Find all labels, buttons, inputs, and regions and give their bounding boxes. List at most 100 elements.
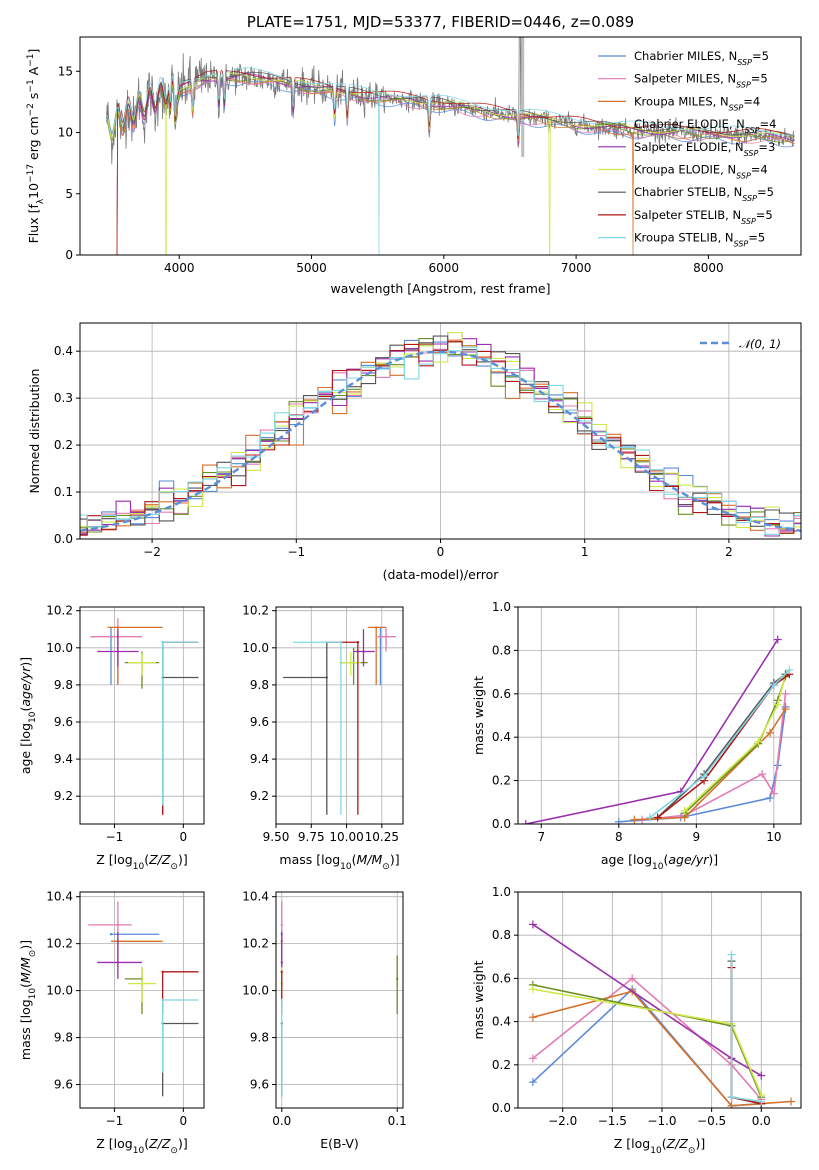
x-tick-label: −1.0	[647, 1114, 676, 1128]
y-tick-label: 10.2	[46, 937, 73, 951]
x-tick-label: 2	[725, 545, 733, 559]
spectrum-frame	[79, 36, 802, 256]
x-tick-label: 8000	[693, 261, 724, 275]
model-line-chabrier-miles	[106, 80, 795, 255]
weight-line-chabrier-miles	[618, 706, 787, 823]
mass_vs_z-plot-area	[88, 901, 199, 1097]
y-tick-label: 9.4	[250, 752, 269, 766]
age_vs_z-x-label: Z [log10(Z/Z⊙)]	[96, 852, 187, 872]
spectrum-x-label: wavelength [Angstrom, rest frame]	[330, 281, 550, 296]
mass-vs-ebv-x-label: E(B-V)	[320, 1136, 359, 1151]
data-point	[374, 626, 378, 629]
age_vs_mass-x-label: mass [log10(M/M⊙)]	[279, 852, 399, 872]
x-tick-label: 5000	[296, 261, 327, 275]
y-tick-label: 0.4	[492, 730, 511, 744]
data-point	[161, 998, 164, 1002]
y-tick-label: 0.6	[492, 687, 511, 701]
x-tick-label: 0	[180, 830, 188, 844]
residuals-axes: −2 −1 0 1 2 0.0 0.1 0.2 0.3 0.4	[54, 323, 801, 559]
spectrum-axes: 4000 5000 6000 7000 8000 0 5 10 15	[58, 64, 724, 275]
histogram-kroupa-elodie	[80, 332, 801, 530]
weight-line-kroupa-elodie	[684, 674, 787, 812]
legend-entry: Salpeter MILES, NSSP=5	[634, 72, 768, 90]
y-tick-label: 10.2	[46, 604, 73, 618]
y-tick-label: 0.0	[492, 817, 511, 831]
x-tick-label: −1.5	[598, 1114, 627, 1128]
x-tick-label: 1	[581, 545, 589, 559]
x-tick-label: 10.25	[365, 830, 399, 844]
y-tick-label: 0.2	[492, 774, 511, 788]
age_vs_mass-frame	[275, 606, 404, 825]
x-tick-label: 7	[537, 830, 545, 844]
weight-line-chabrier-elodie	[684, 676, 787, 814]
age_vs_mass-axes: 9.50 9.75 10.00 10.25 9.2 9.4 9.6 9.8 10.0 10.2	[242, 604, 403, 844]
residuals-legend: 𝒩(0, 1)	[700, 337, 781, 351]
y-tick-label: 9.6	[54, 715, 73, 729]
data-point	[384, 635, 388, 638]
age_vs_z-frame	[79, 606, 205, 825]
legend-entry: Chabrier STELIB, NSSP=5	[634, 185, 774, 203]
y-tick-label: 0.1	[54, 485, 73, 499]
data-point	[349, 661, 352, 664]
x-tick-label: 0.0	[752, 1114, 771, 1128]
x-tick-label: 10	[766, 830, 781, 844]
y-tick-label: 10.2	[242, 937, 269, 951]
data-point	[140, 661, 144, 664]
histogram-kroupa-stelib	[80, 346, 801, 535]
x-tick-label: −1	[106, 830, 124, 844]
weight_vs_age-x-label: age [log10(age/yr)]	[601, 852, 718, 872]
y-tick-label: 0.0	[54, 532, 73, 546]
y-tick-label: 0.0	[492, 1101, 511, 1115]
weight_vs_age-axes: 7 8 9 10 0.0 0.2 0.4 0.6 0.8 1.0	[492, 600, 801, 844]
legend-entry: Kroupa ELODIE, NSSP=4	[634, 163, 768, 181]
data-point	[116, 923, 120, 927]
y-tick-label: 0.2	[492, 1058, 511, 1072]
x-tick-label: 10.00	[329, 830, 363, 844]
y-tick-label: 0.3	[54, 391, 73, 405]
x-tick-label: 0	[437, 545, 445, 559]
y-tick-label: 5	[65, 187, 73, 201]
mass_vs_ebv-frame	[275, 891, 404, 1109]
y-tick-label: 9.8	[250, 678, 269, 692]
legend-entry: Salpeter STELIB, NSSP=5	[634, 208, 773, 226]
age_vs_z-plot-area	[90, 618, 199, 815]
data-point	[325, 676, 328, 679]
weight-line-kroupa-elodie	[532, 988, 763, 1096]
y-tick-label: 10.4	[242, 890, 269, 904]
weight_vs_age-frame	[517, 606, 802, 825]
y-tick-label: 15	[58, 64, 73, 78]
legend-entry: Salpeter ELODIE, NSSP=3	[634, 140, 775, 158]
y-tick-label: 0.4	[492, 1015, 511, 1029]
data-point	[280, 970, 283, 974]
y-tick-label: 0.8	[492, 643, 511, 657]
weight-line-salpeter-stelib	[657, 673, 790, 819]
residuals-y-label: Normed distribution	[27, 369, 42, 494]
y-tick-label: 9.2	[54, 789, 73, 803]
data-point	[362, 650, 365, 653]
x-tick-label: 8	[615, 830, 623, 844]
y-tick-label: 9.6	[250, 715, 269, 729]
data-point	[116, 626, 120, 629]
weight-line-kroupa-miles	[634, 708, 787, 821]
y-tick-label: 9.6	[250, 1078, 269, 1092]
x-tick-label: 4000	[164, 261, 195, 275]
y-tick-label: 9.8	[54, 1031, 73, 1045]
data-point	[339, 641, 343, 644]
x-tick-label: 0.0	[272, 1114, 291, 1128]
y-tick-label: 0.8	[492, 928, 511, 942]
y-tick-label: 10	[58, 126, 73, 140]
mass_vs_ebv-plot-area	[280, 901, 399, 1097]
x-tick-label: 9	[693, 830, 701, 844]
x-tick-label: −2	[143, 545, 161, 559]
y-tick-label: 9.6	[54, 1078, 73, 1092]
age_vs_z-axes: −1 0 9.2 9.4 9.6 9.8 10.0 10.2	[46, 604, 204, 844]
x-tick-label: 9.75	[298, 830, 325, 844]
mass_vs_ebv-axes: 0.0 0.1 9.6 9.8 10.0 10.2 10.4	[242, 890, 406, 1128]
y-tick-label: 9.4	[54, 752, 73, 766]
data-point	[161, 970, 164, 974]
mass_vs_z-x-label: Z [log10(Z/Z⊙)]	[96, 1136, 187, 1156]
weight-line-salpeter-miles	[642, 693, 787, 821]
y-tick-label: 9.8	[250, 1031, 269, 1045]
data-point	[396, 977, 399, 981]
